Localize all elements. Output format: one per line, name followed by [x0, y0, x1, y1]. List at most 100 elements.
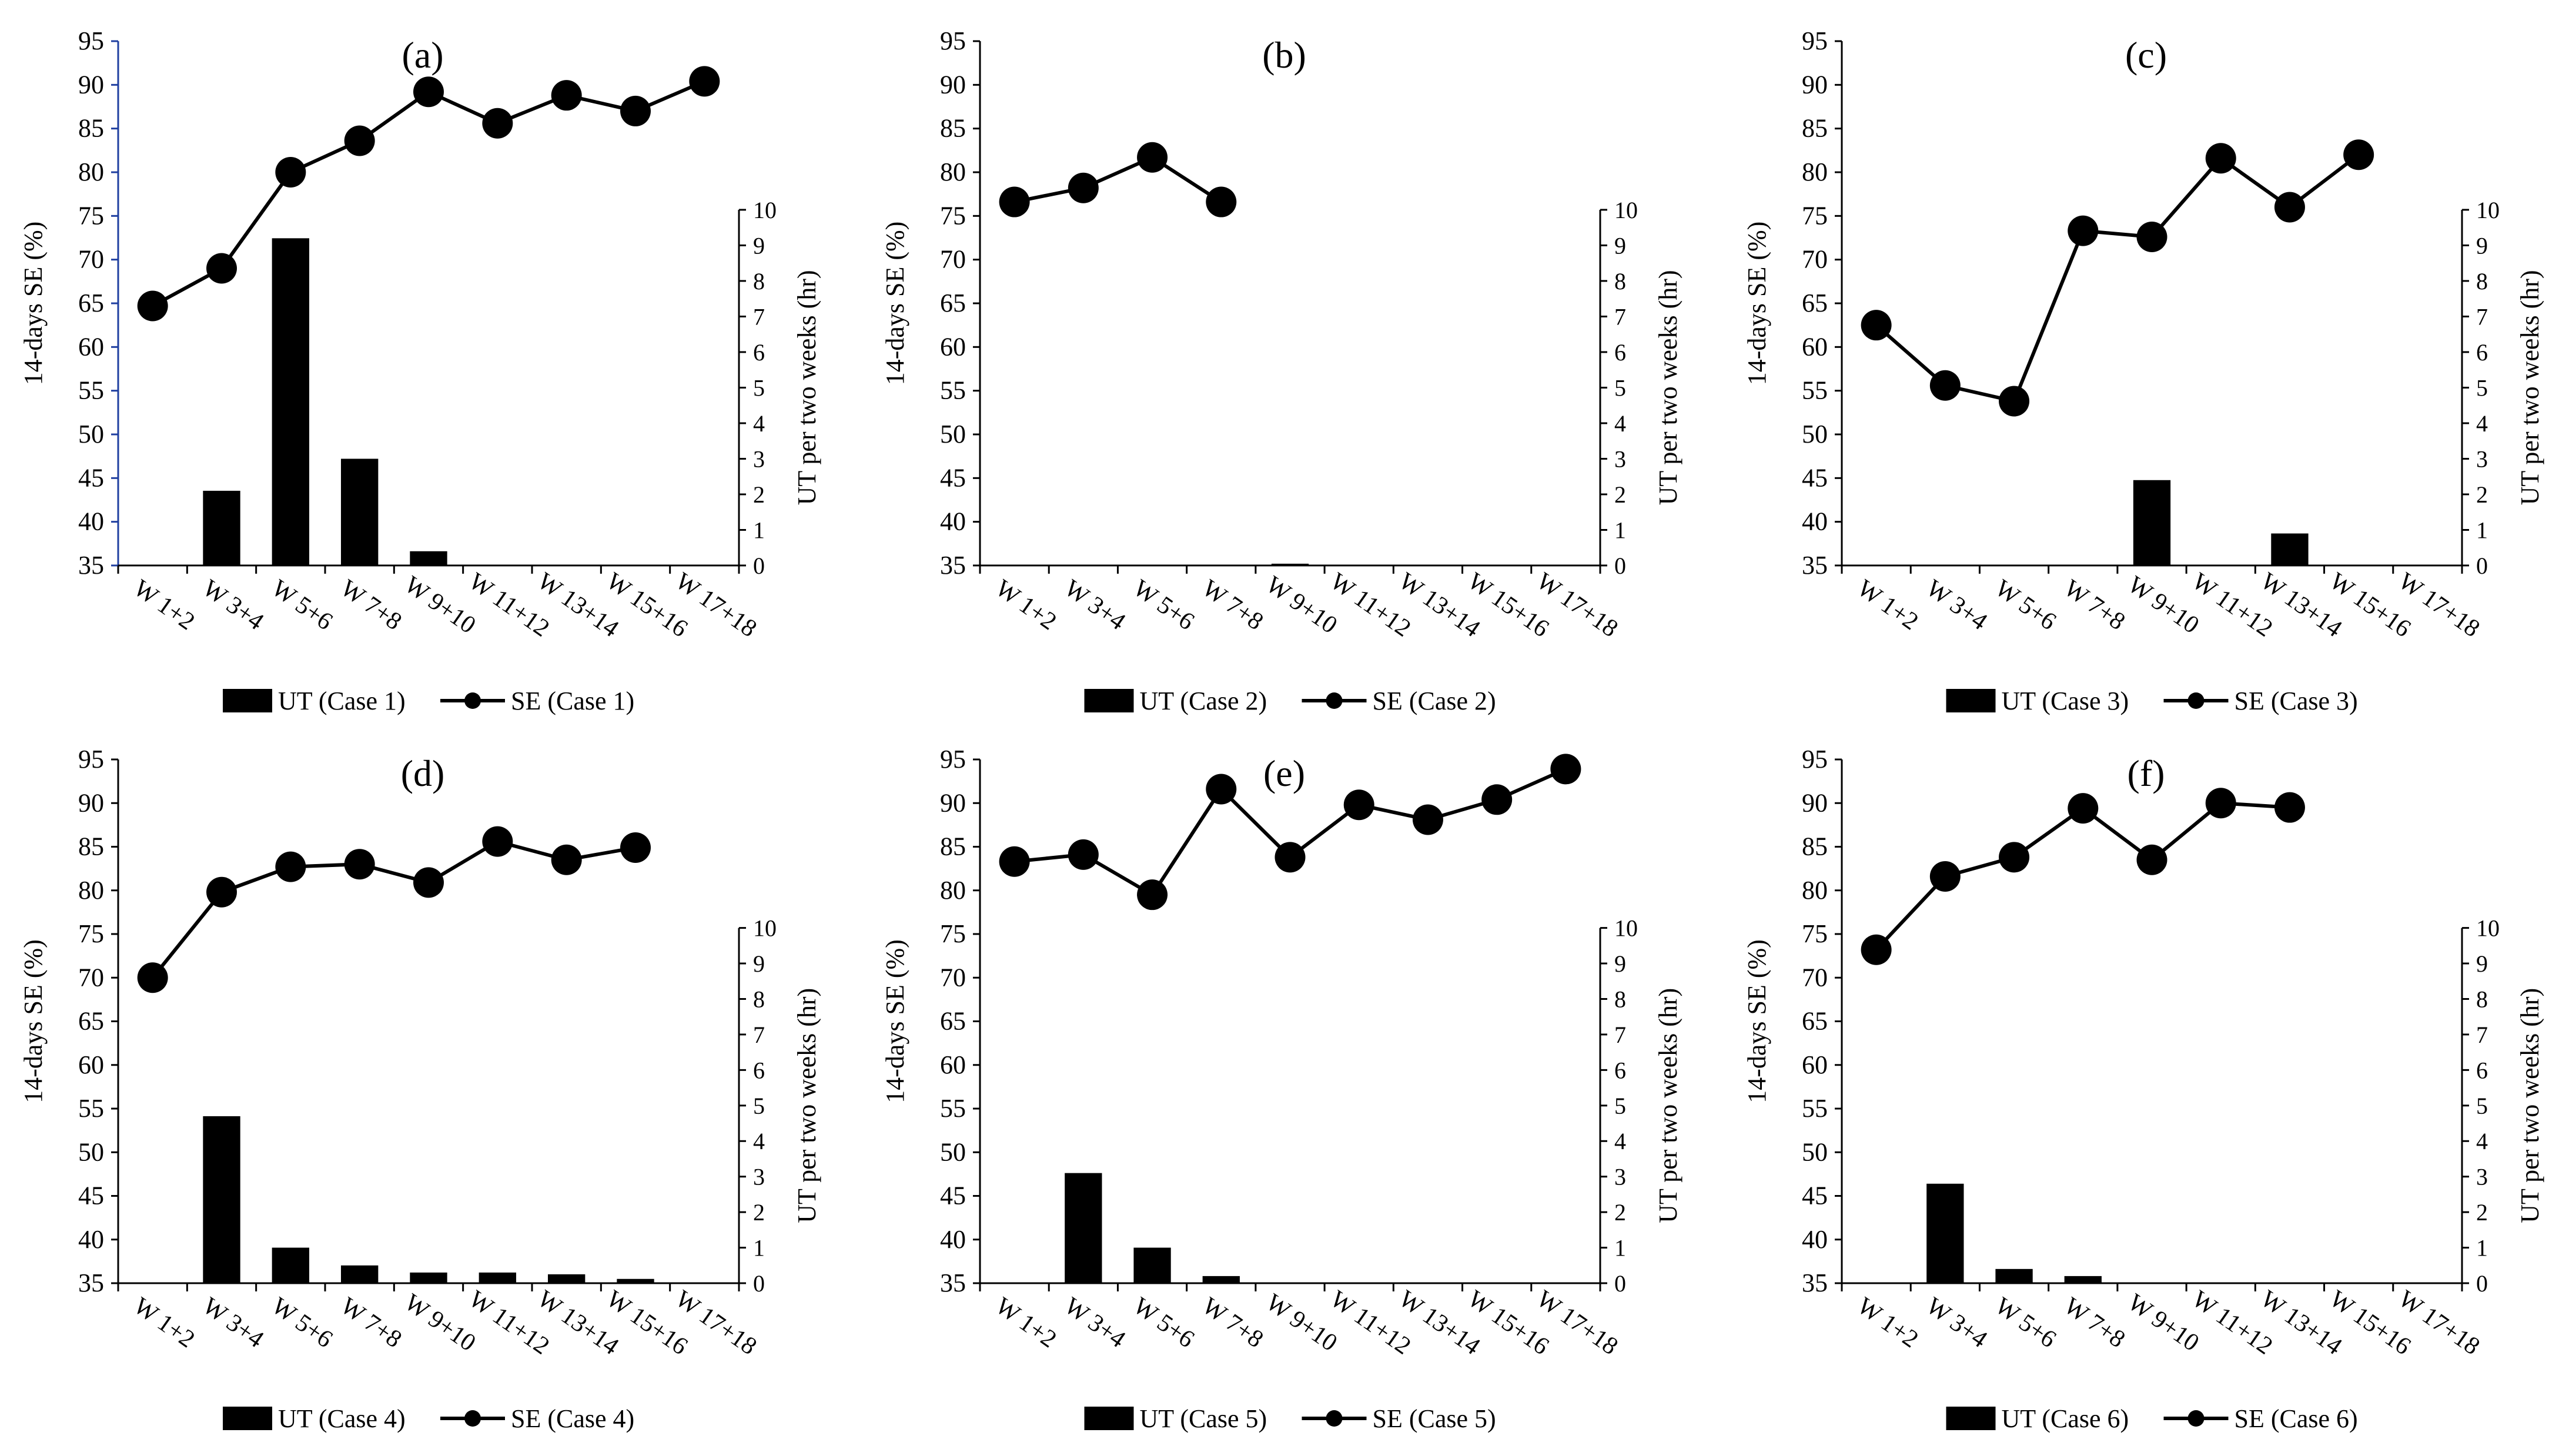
se-marker	[1206, 774, 1237, 805]
left-tick-label: 50	[78, 420, 104, 448]
left-tick-label: 75	[1802, 919, 1828, 948]
se-marker	[551, 80, 582, 111]
right-tick-label: 9	[1614, 232, 1626, 259]
right-tick-label: 0	[1614, 553, 1626, 579]
right-tick-label: 3	[2476, 1164, 2488, 1190]
right-tick-label: 6	[753, 339, 765, 366]
left-tick-label: 55	[940, 376, 966, 405]
left-tick-label: 60	[78, 1050, 104, 1079]
x-tick-label: W 3+4	[1921, 1293, 1992, 1354]
left-tick-label: 75	[940, 919, 966, 948]
right-axis-title: UT per two weeks (hr)	[792, 270, 821, 505]
bar	[617, 1278, 654, 1283]
legend-bar-swatch	[223, 1407, 272, 1430]
left-tick-label: 85	[1802, 114, 1828, 143]
right-tick-label: 6	[753, 1057, 765, 1083]
left-tick-label: 90	[78, 70, 104, 99]
x-tick-label: W 3+4	[198, 1293, 269, 1354]
left-tick-label: 45	[78, 463, 104, 492]
se-marker	[1412, 804, 1443, 835]
right-tick-label: 2	[2476, 481, 2488, 508]
left-tick-label: 55	[78, 1094, 104, 1123]
right-tick-label: 8	[2476, 268, 2488, 294]
left-tick-label: 80	[78, 876, 104, 905]
left-tick-label: 75	[1802, 201, 1828, 230]
right-tick-label: 2	[1614, 1199, 1626, 1226]
bar	[2271, 533, 2309, 565]
left-tick-label: 95	[78, 26, 104, 55]
se-marker	[1999, 386, 2030, 417]
se-marker	[2274, 192, 2305, 223]
x-tick-label: W 1+2	[1852, 1293, 1924, 1354]
bar	[1065, 1173, 1102, 1283]
left-tick-label: 75	[78, 919, 104, 948]
right-tick-label: 1	[2476, 1235, 2488, 1261]
se-marker	[999, 846, 1030, 877]
se-marker	[2205, 143, 2236, 174]
left-tick-label: 85	[1802, 832, 1828, 861]
right-tick-label: 5	[753, 1093, 765, 1119]
se-marker	[1206, 186, 1237, 217]
bar	[2133, 480, 2171, 565]
left-axis-title: 14-days SE (%)	[19, 939, 48, 1103]
right-tick-label: 0	[753, 1270, 765, 1297]
right-axis-title: UT per two weeks (hr)	[792, 988, 821, 1223]
se-marker	[206, 253, 237, 284]
right-tick-label: 2	[753, 1199, 765, 1226]
right-tick-label: 1	[753, 517, 765, 543]
right-tick-label: 1	[753, 1235, 765, 1261]
se-marker	[2068, 793, 2099, 824]
right-tick-label: 8	[1614, 268, 1626, 294]
left-tick-label: 80	[1802, 158, 1828, 186]
legend-bar-swatch	[1946, 689, 1996, 712]
left-tick-label: 60	[940, 332, 966, 361]
left-tick-label: 95	[940, 26, 966, 55]
se-marker	[2274, 792, 2305, 823]
left-tick-label: 60	[1802, 332, 1828, 361]
se-marker	[137, 962, 168, 993]
left-tick-label: 85	[78, 832, 104, 861]
right-tick-label: 4	[1614, 1128, 1626, 1154]
left-tick-label: 95	[78, 745, 104, 774]
se-marker	[344, 125, 375, 156]
x-tick-label: W 3+4	[1921, 575, 1992, 636]
se-marker	[1137, 142, 1168, 173]
left-tick-label: 90	[940, 788, 966, 817]
right-tick-label: 3	[1614, 446, 1626, 472]
se-marker	[1068, 839, 1099, 870]
right-tick-label: 7	[753, 303, 765, 330]
se-marker	[1550, 754, 1581, 785]
right-tick-label: 10	[1614, 197, 1638, 223]
right-tick-label: 9	[753, 232, 765, 259]
right-tick-label: 10	[753, 197, 777, 223]
se-marker	[1861, 934, 1892, 965]
left-tick-label: 65	[1802, 1007, 1828, 1036]
left-tick-label: 85	[78, 114, 104, 143]
legend-line-label: SE (Case 1)	[511, 687, 634, 715]
right-tick-label: 1	[2476, 517, 2488, 543]
bar	[1202, 1276, 1240, 1283]
bar	[1133, 1247, 1171, 1283]
bar	[410, 1272, 447, 1283]
right-tick-label: 4	[753, 410, 765, 437]
se-marker	[1929, 370, 1961, 401]
x-tick-label: W 7+8	[336, 575, 407, 636]
right-tick-label: 0	[2476, 553, 2488, 579]
right-tick-label: 5	[2476, 374, 2488, 401]
left-tick-label: 65	[940, 289, 966, 317]
se-marker	[482, 826, 513, 857]
left-tick-label: 60	[940, 1050, 966, 1079]
se-marker	[2068, 215, 2099, 246]
se-marker	[482, 108, 513, 139]
right-tick-label: 5	[1614, 1093, 1626, 1119]
left-tick-label: 45	[940, 1181, 966, 1210]
x-tick-label: W 9+10	[2123, 1288, 2204, 1357]
left-tick-label: 50	[940, 1137, 966, 1166]
x-tick-label: W 5+6	[1990, 1293, 2061, 1354]
right-tick-label: 10	[753, 915, 777, 942]
se-marker	[620, 95, 651, 126]
bar	[1995, 1268, 2033, 1283]
